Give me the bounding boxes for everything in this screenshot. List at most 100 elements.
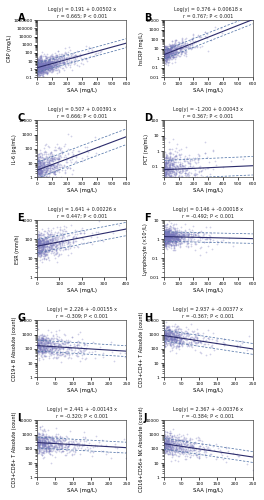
Point: [163, 176, 167, 184]
Point: [163, 238, 167, 246]
Point: [48, 168, 52, 175]
Point: [39, 148, 44, 156]
Point: [44, 430, 48, 438]
Point: [168, 334, 172, 342]
Point: [35, 244, 40, 252]
Point: [163, 330, 167, 338]
Point: [56, 63, 60, 71]
Point: [162, 47, 166, 55]
Point: [175, 232, 179, 240]
Point: [52, 62, 56, 70]
Point: [188, 44, 192, 52]
Point: [164, 234, 169, 241]
Point: [51, 354, 55, 362]
Point: [64, 238, 68, 246]
Point: [166, 234, 171, 241]
Point: [45, 64, 50, 72]
Point: [195, 42, 199, 50]
Point: [49, 168, 53, 175]
Point: [177, 330, 181, 338]
Point: [51, 245, 56, 253]
Point: [173, 335, 177, 343]
Point: [39, 56, 43, 64]
Point: [41, 234, 45, 242]
Point: [163, 236, 167, 244]
Point: [164, 53, 168, 61]
Point: [60, 444, 64, 452]
Point: [163, 50, 167, 58]
Point: [169, 234, 174, 241]
Point: [75, 60, 79, 68]
Point: [49, 64, 53, 72]
Point: [222, 335, 226, 343]
Point: [45, 234, 49, 242]
Point: [71, 438, 75, 446]
Point: [57, 56, 61, 64]
Point: [37, 234, 41, 242]
Point: [164, 232, 168, 239]
Point: [36, 63, 40, 71]
Point: [42, 164, 46, 172]
Point: [60, 441, 64, 449]
Point: [166, 332, 171, 340]
Point: [164, 168, 168, 175]
Point: [176, 322, 180, 330]
Point: [162, 328, 166, 336]
Point: [164, 330, 168, 338]
Point: [39, 160, 43, 168]
Point: [162, 228, 166, 235]
Point: [42, 181, 46, 189]
Point: [163, 238, 167, 246]
Point: [169, 322, 174, 330]
Point: [177, 433, 181, 441]
Point: [50, 235, 55, 243]
Point: [60, 444, 64, 452]
Point: [49, 348, 53, 356]
Point: [163, 175, 167, 183]
Point: [167, 175, 172, 183]
Point: [52, 444, 56, 452]
Point: [168, 236, 173, 244]
Point: [39, 233, 43, 241]
Point: [37, 336, 41, 344]
Point: [36, 164, 41, 172]
Point: [44, 440, 48, 448]
Point: [203, 451, 207, 459]
Point: [42, 168, 46, 175]
Point: [36, 347, 41, 355]
Point: [171, 444, 175, 452]
Point: [169, 241, 173, 249]
Point: [177, 444, 181, 452]
Point: [224, 458, 229, 466]
Point: [44, 348, 48, 356]
Point: [70, 230, 75, 237]
Point: [37, 162, 41, 170]
Point: [173, 166, 178, 173]
Point: [173, 236, 177, 244]
Point: [187, 173, 191, 181]
Point: [168, 328, 172, 336]
Point: [70, 66, 74, 74]
Point: [177, 158, 182, 166]
Point: [169, 46, 173, 54]
Point: [83, 355, 88, 363]
Point: [172, 438, 177, 446]
Point: [44, 250, 48, 258]
Point: [68, 53, 72, 61]
Point: [37, 238, 41, 246]
Point: [82, 350, 86, 358]
Point: [186, 230, 190, 238]
Point: [36, 430, 40, 438]
Point: [51, 65, 55, 73]
Point: [165, 327, 169, 335]
Point: [38, 436, 43, 444]
Point: [162, 51, 166, 59]
Point: [46, 444, 50, 452]
Point: [35, 170, 39, 178]
Point: [38, 170, 43, 177]
Point: [166, 179, 170, 187]
Point: [188, 446, 193, 454]
Point: [165, 220, 169, 228]
Point: [50, 152, 54, 160]
Point: [41, 436, 45, 444]
